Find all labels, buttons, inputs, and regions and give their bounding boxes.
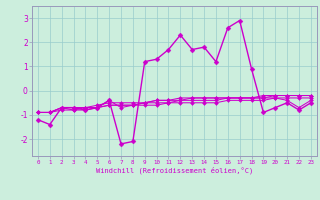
X-axis label: Windchill (Refroidissement éolien,°C): Windchill (Refroidissement éolien,°C) (96, 167, 253, 174)
